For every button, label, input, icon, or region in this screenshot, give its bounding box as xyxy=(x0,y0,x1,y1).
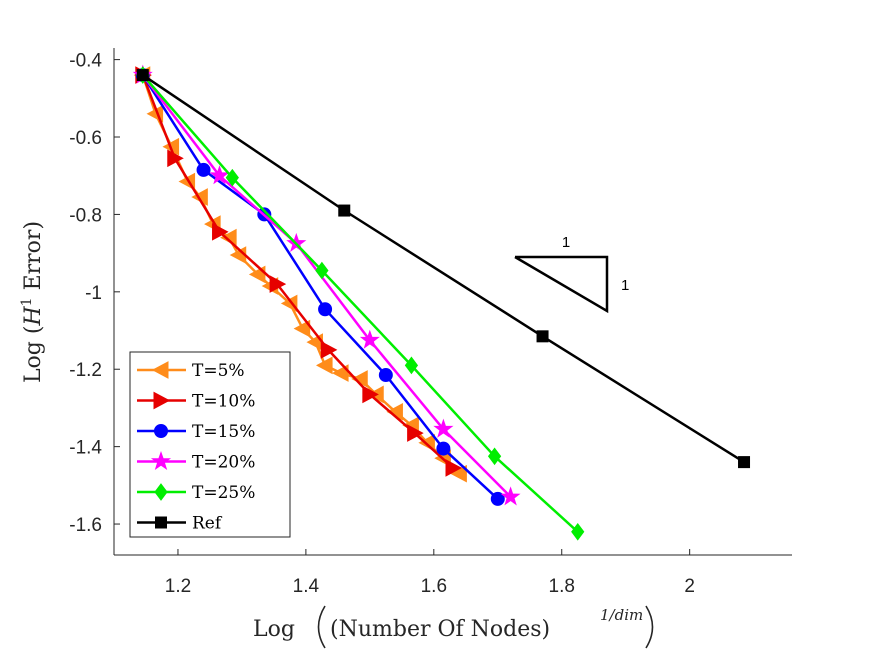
x-tick-label: 1.6 xyxy=(421,576,447,597)
y-tick-label: -0.6 xyxy=(69,128,102,149)
legend-label: Ref xyxy=(192,514,223,534)
ticks: 1.2 1.4 1.6 1.8 2 -0.4 -0.6 -0.8 -1 -1.2 -1.4 -1.6 xyxy=(69,51,695,597)
data-point-marker xyxy=(293,319,311,338)
y-axis-label-symbol: H xyxy=(21,306,46,327)
data-point-marker xyxy=(490,491,505,506)
legend-box xyxy=(129,351,291,538)
data-point-marker xyxy=(359,329,380,349)
legend-marker xyxy=(150,450,172,471)
y-axis-label: Log (H1 Error) xyxy=(19,221,46,383)
x-tick-label: 1.2 xyxy=(165,576,191,597)
series-4 xyxy=(136,66,585,541)
y-axis-label-prefix: Log xyxy=(21,334,46,383)
data-point-marker xyxy=(332,364,349,382)
svg-text:(Number Of Nodes): (Number Of Nodes) xyxy=(330,617,550,642)
data-point-marker xyxy=(378,368,393,383)
data-point-marker xyxy=(209,165,230,185)
y-tick-label: -0.8 xyxy=(69,205,102,226)
legend: T=5% T=10% T=15% T=20% T=25% Ref xyxy=(129,351,291,538)
data-point-marker xyxy=(500,486,521,506)
legend-label: T=20% xyxy=(192,453,255,473)
x-tick-label: 1.8 xyxy=(549,576,575,597)
data-point-marker xyxy=(316,356,333,375)
data-point-marker xyxy=(196,162,211,177)
data-point-marker xyxy=(433,418,454,438)
svg-text:Log (H1 Error): Log (H1 Error) xyxy=(19,221,46,383)
x-axis-label: Log (Number Of Nodes) 1/dim xyxy=(253,605,654,649)
data-point-marker xyxy=(167,149,184,168)
data-point-marker xyxy=(571,522,585,541)
y-tick-label: -1.2 xyxy=(69,360,102,381)
data-point-marker xyxy=(450,464,467,483)
x-tick-label: 2 xyxy=(684,576,695,597)
legend-label: T=5% xyxy=(192,361,245,381)
legend-marker xyxy=(153,391,171,410)
data-point-marker xyxy=(487,447,502,466)
axes xyxy=(113,48,792,556)
series-line xyxy=(141,74,512,498)
series-5 xyxy=(136,69,751,469)
data-point-marker xyxy=(318,302,333,317)
data-point-marker xyxy=(315,261,329,280)
svg-text:Log: Log xyxy=(253,617,295,642)
series-line xyxy=(142,74,745,464)
data-point-marker xyxy=(362,385,379,404)
x-axis-label-main: (Number Of Nodes) xyxy=(330,617,550,642)
data-point-marker xyxy=(407,424,424,442)
x-tick-label: 1.4 xyxy=(293,576,320,597)
data-point-marker xyxy=(738,456,751,469)
legend-marker xyxy=(151,361,169,379)
data-point-marker xyxy=(212,223,229,241)
slope-rise-label: 1 xyxy=(621,277,629,294)
y-axis-label-suffix: Error xyxy=(21,229,46,297)
data-point-marker xyxy=(338,204,351,217)
x-axis-label-superscript: 1/dim xyxy=(600,606,643,624)
y-tick-label: -1 xyxy=(85,283,102,304)
data-point-marker xyxy=(225,168,239,187)
y-tick-label: -0.4 xyxy=(69,51,102,72)
data-point-marker xyxy=(320,341,338,359)
legend-label: T=10% xyxy=(192,392,255,412)
slope-triangle-shape xyxy=(514,255,609,314)
data-point-marker xyxy=(404,356,419,375)
y-tick-label: -1.6 xyxy=(69,515,102,536)
x-label-big-paren-left xyxy=(317,605,326,649)
legend-marker xyxy=(154,424,168,438)
data-point-marker xyxy=(136,69,149,82)
legend-label: T=25% xyxy=(192,483,255,503)
y-tick-label: -1.4 xyxy=(69,438,102,459)
data-point-marker xyxy=(269,275,287,293)
series-line xyxy=(141,74,579,533)
slope-run-label: 1 xyxy=(562,234,570,251)
legend-marker xyxy=(154,483,168,501)
x-axis-label-prefix: Log xyxy=(253,617,295,642)
legend-label: T=15% xyxy=(192,422,255,442)
slope-triangle: 1 1 xyxy=(514,234,629,314)
series-layer xyxy=(132,64,751,541)
data-point-marker xyxy=(436,441,451,456)
data-point-marker xyxy=(445,459,463,477)
x-label-big-paren-right xyxy=(645,605,654,649)
data-point-marker xyxy=(536,330,549,343)
legend-marker xyxy=(155,516,167,529)
y-axis-label-superscript: 1 xyxy=(19,297,35,306)
